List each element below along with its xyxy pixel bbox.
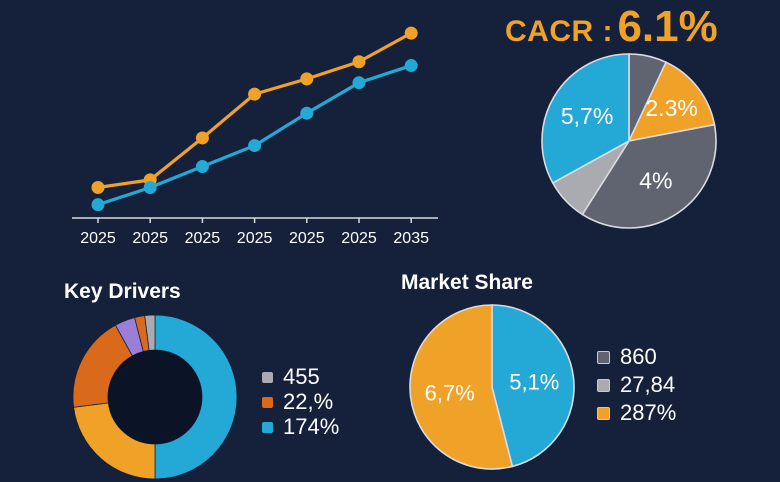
legend-swatch <box>262 396 273 408</box>
key-drivers-donut <box>72 314 238 480</box>
key-drivers-legend: 455 22,% 174% <box>262 364 382 440</box>
market-share-label: 5,1% <box>509 370 559 395</box>
market-share-pie: 5,1% 6,7% <box>409 304 575 470</box>
cagr-pie-chart: 2.3% 4% 5,7% <box>541 53 717 229</box>
x-tick-label: 2025 <box>289 230 325 247</box>
legend-swatch <box>262 371 273 383</box>
cagr-pie-slice <box>541 53 630 184</box>
cagr-pie-label: 4% <box>639 168 672 194</box>
cagr-pie-label: 2.3% <box>645 95 697 121</box>
key-drivers-legend-item: 455 <box>262 364 320 390</box>
key-drivers-legend-item: 174% <box>262 414 339 440</box>
blue-series-point <box>248 139 262 153</box>
blue-series-point <box>300 106 314 120</box>
cagr-label: CACR : <box>505 15 613 48</box>
blue-series-point <box>143 181 157 195</box>
blue-series-point <box>352 76 366 90</box>
market-share-legend-item: 27,84 <box>597 372 675 398</box>
key-drivers-title: Key Drivers <box>64 280 181 303</box>
market-share-legend-item: 860 <box>597 344 657 370</box>
legend-label: 455 <box>283 364 320 389</box>
legend-label: 860 <box>620 344 657 369</box>
orange-series-point <box>352 55 366 69</box>
legend-swatch <box>597 378 610 392</box>
cagr-value: 6.1% <box>617 2 718 51</box>
legend-label: 174% <box>283 414 340 439</box>
legend-swatch <box>262 421 273 433</box>
orange-series-line <box>97 31 412 190</box>
blue-series-point <box>195 160 209 174</box>
orange-series-point <box>91 181 105 195</box>
orange-series-point <box>248 87 262 101</box>
legend-swatch <box>597 350 610 364</box>
orange-series-point <box>300 72 314 86</box>
cagr-pie-slice <box>627 61 716 143</box>
x-tick-label: 2025 <box>185 230 221 247</box>
cagr-heading: CACR : 6.1% <box>505 2 718 52</box>
blue-series-point <box>91 198 105 212</box>
cagr-pie-slice <box>581 123 717 229</box>
cagr-pie-label: 5,7% <box>561 103 613 129</box>
market-share-legend: 860 27,84 287% <box>597 344 737 434</box>
x-tick-label: 2025 <box>80 230 116 247</box>
orange-series-point <box>404 26 418 40</box>
legend-label: 27,84 <box>620 372 676 397</box>
blue-series-point <box>404 59 418 73</box>
market-share-legend-item: 287% <box>597 400 676 426</box>
x-tick-label: 2035 <box>393 230 429 247</box>
legend-label: 22,% <box>283 389 334 414</box>
orange-series-point <box>195 131 209 145</box>
growth-line-chart: 2025 2025 2025 2025 2025 2025 2035 <box>72 26 438 247</box>
legend-label: 287% <box>620 400 677 425</box>
x-tick-label: 2025 <box>237 230 273 247</box>
market-share-label: 6,7% <box>425 380 475 405</box>
x-tick-label: 2025 <box>132 230 168 247</box>
market-share-title: Market Share <box>401 271 533 294</box>
donut-hole <box>108 350 202 444</box>
key-drivers-legend-item: 22,% <box>262 389 333 415</box>
x-tick-label: 2025 <box>341 230 377 247</box>
legend-swatch <box>597 406 610 420</box>
